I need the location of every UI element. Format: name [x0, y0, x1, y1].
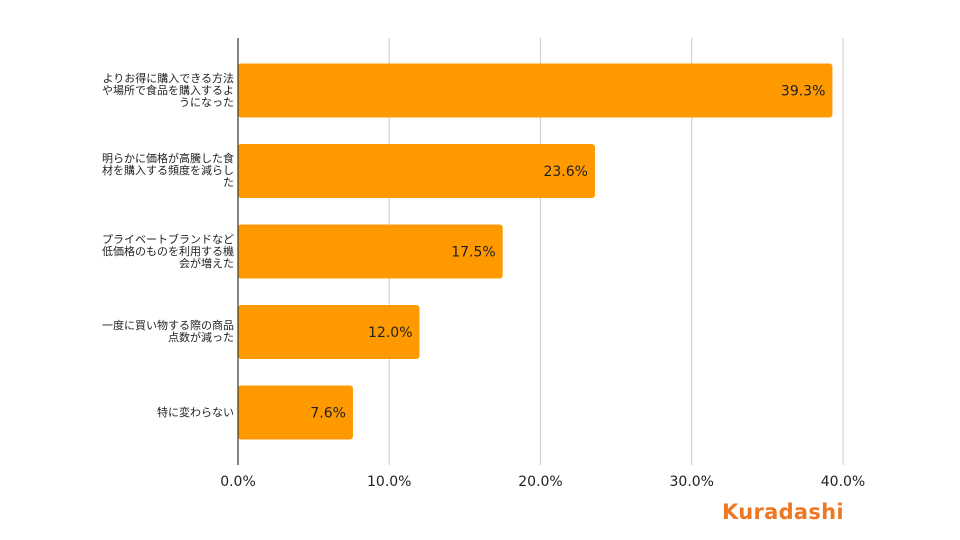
- x-tick-label: 10.0%: [367, 474, 411, 490]
- category-label-line: た: [223, 176, 234, 189]
- bars: [238, 63, 833, 440]
- x-tick-label: 20.0%: [518, 474, 562, 490]
- bar: [238, 144, 595, 198]
- category-label-line: 一度に買い物する際の商品: [102, 319, 234, 332]
- value-label: 39.3%: [781, 84, 825, 100]
- bar: [238, 63, 833, 118]
- kuradashi-logo: Kuradashi: [722, 500, 844, 524]
- category-label-line: 材を購入する頻度を減らし: [102, 164, 234, 177]
- value-label: 23.6%: [543, 164, 587, 180]
- category-label-line: 会が増えた: [179, 256, 234, 270]
- bar: [238, 305, 420, 359]
- value-label: 7.6%: [310, 406, 346, 422]
- x-tick-label: 30.0%: [670, 474, 714, 490]
- value-label: 17.5%: [451, 245, 495, 261]
- category-label-line: 明らかに価格が高騰した食: [102, 152, 234, 165]
- category-label: プライベートブランドなど 低価格のものを利用する機 会が増えた: [74, 232, 234, 270]
- x-tick-labels: 0.0% 10.0% 20.0% 30.0% 40.0%: [220, 474, 865, 490]
- category-label-line: 点数が減った: [168, 331, 234, 344]
- bar: [238, 385, 353, 440]
- category-label-line: 特に変わらない: [157, 405, 234, 419]
- x-tick-label: 0.0%: [220, 474, 256, 490]
- value-label: 12.0%: [368, 325, 412, 341]
- category-label: 一度に買い物する際の商品 点数が減った: [74, 320, 234, 344]
- category-label-line: や場所で食品を購入するよ: [102, 83, 234, 97]
- x-tick-label: 40.0%: [821, 474, 865, 490]
- category-label: 特に変わらない: [74, 405, 234, 419]
- value-labels: 39.3% 23.6% 17.5% 12.0% 7.6%: [310, 84, 825, 422]
- logo-text: Kuradashi: [722, 500, 844, 524]
- category-label: よりお得に購入できる方法 や場所で食品を購入するよ うになった: [74, 71, 234, 109]
- category-label-line: うになった: [179, 95, 234, 109]
- category-label: 明らかに価格が高騰した食 材を購入する頻度を減らした: [74, 153, 234, 189]
- category-label-line: 低価格のものを利用する機: [102, 244, 234, 258]
- bar: [238, 224, 503, 279]
- category-label-line: よりお得に購入できる方法: [102, 71, 234, 85]
- category-label-line: プライベートブランドなど: [102, 232, 234, 246]
